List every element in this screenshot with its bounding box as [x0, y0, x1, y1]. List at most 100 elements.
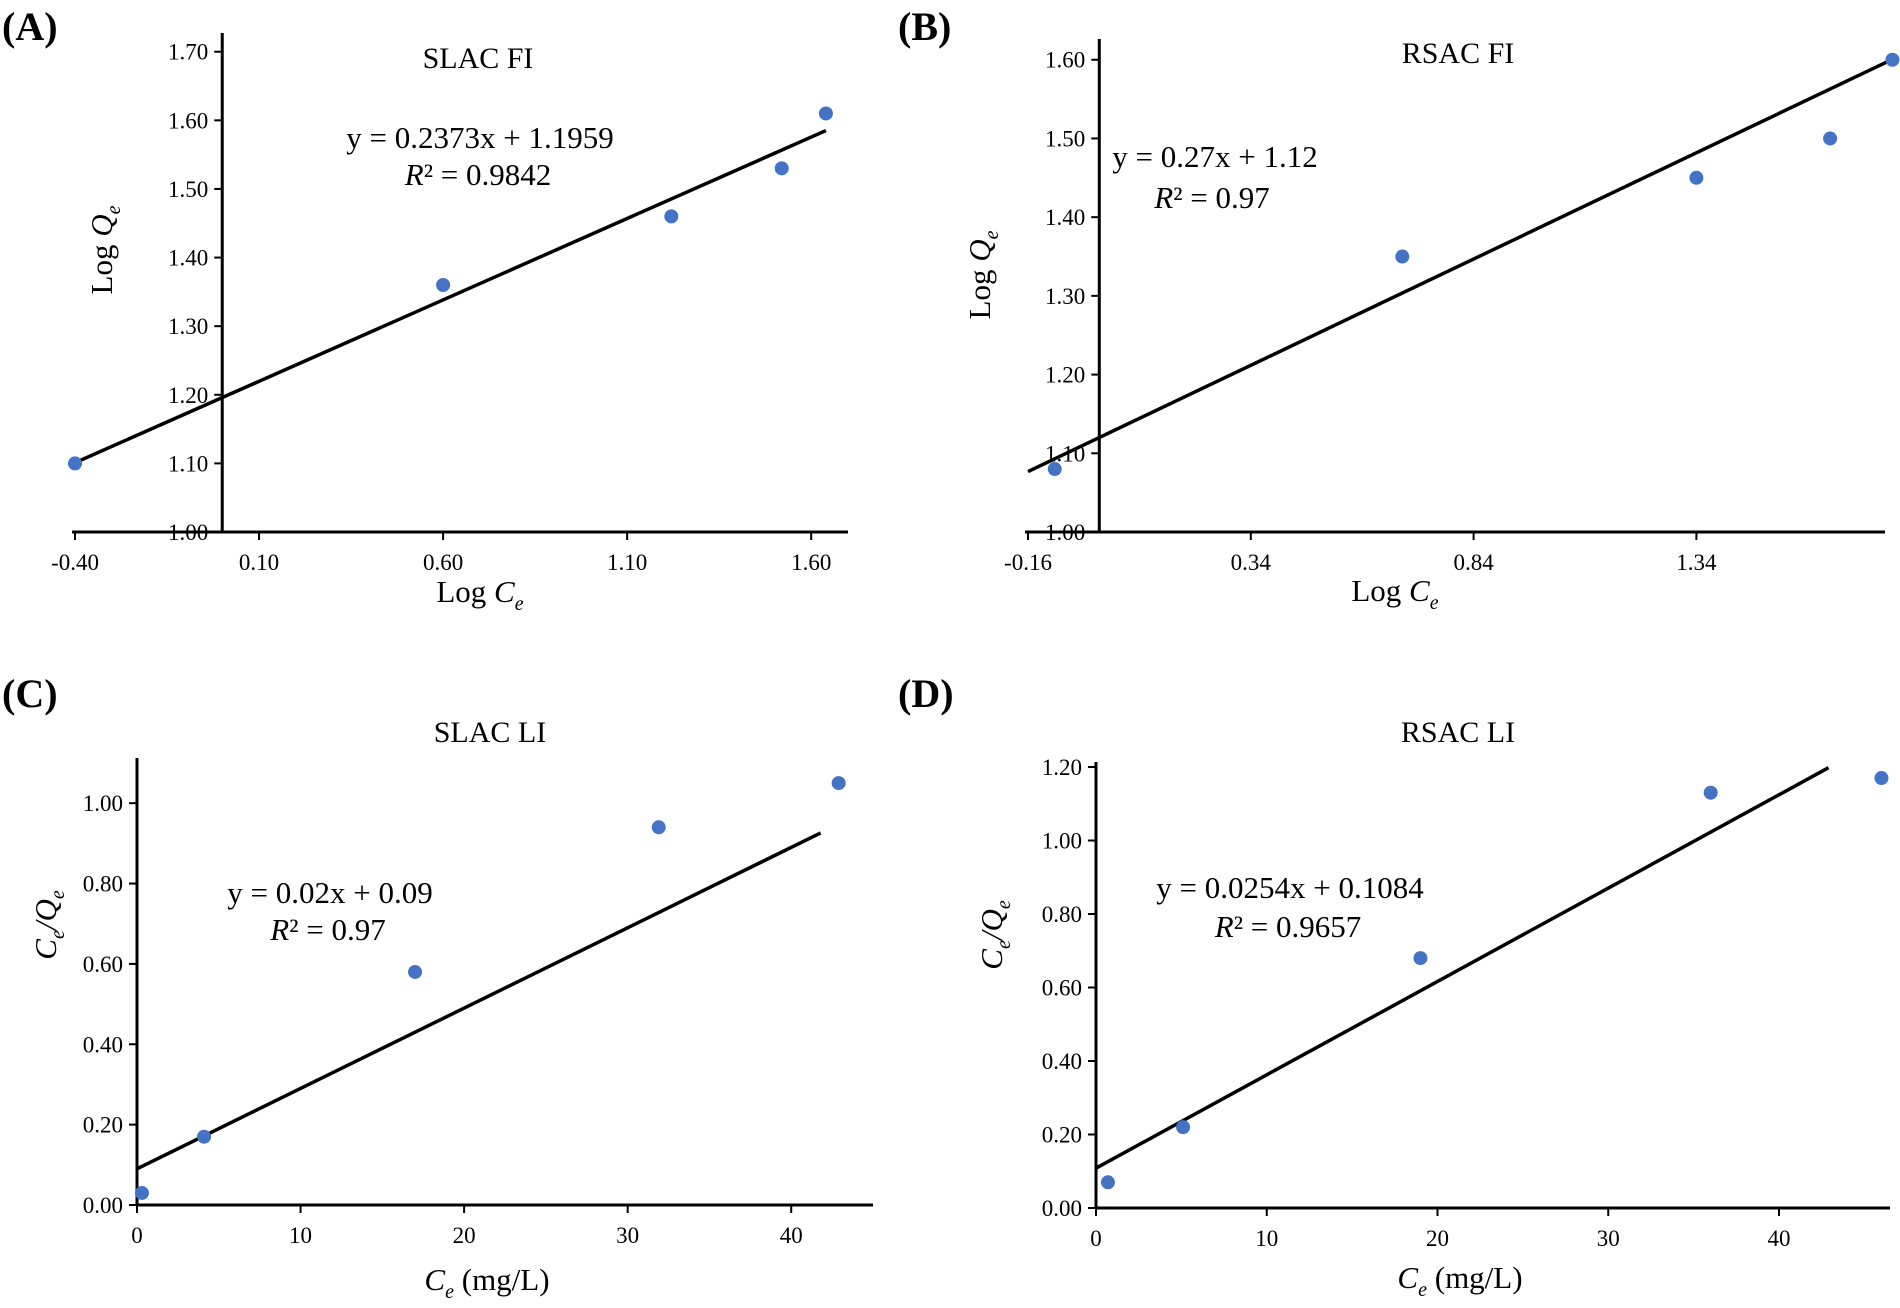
y-tick-label: 1.50: [1045, 126, 1085, 151]
y-tick-label: 0.40: [1042, 1049, 1082, 1074]
y-tick-label: 1.10: [168, 451, 208, 476]
data-point: [134, 1185, 149, 1200]
x-axis-label: Ce (mg/L): [424, 1262, 549, 1303]
x-tick-label: 40: [1768, 1226, 1791, 1251]
x-tick-label: 0.34: [1231, 550, 1272, 575]
panel-d: (D) RSAC LI 0 10 20 30 40 0.00 0.20 0.40 0.60 0.8…: [898, 671, 1890, 1301]
data-point: [1176, 1120, 1191, 1135]
data-point: [1047, 462, 1062, 477]
data-points: [1100, 771, 1889, 1190]
fit-equation: y = 0.0254x + 0.1084: [1156, 870, 1424, 905]
x-tick-label: 20: [1426, 1226, 1449, 1251]
data-point: [1703, 785, 1718, 800]
fit-line: [1095, 766, 1830, 1170]
axes: 0 10 20 30 40 0.00 0.20 0.40 0.60 0.80 1.00 1.20: [1042, 755, 1890, 1251]
y-axis-label: Log Qe: [84, 205, 125, 294]
data-point: [774, 161, 789, 176]
y-axis-label: Ce/Qe: [28, 890, 69, 960]
x-tick-label: -0.40: [51, 550, 99, 575]
fit-line: [74, 128, 827, 465]
y-tick-label: 1.20: [1045, 363, 1085, 388]
y-tick-label: 1.30: [168, 314, 208, 339]
data-point: [1395, 249, 1410, 264]
data-point: [818, 106, 833, 121]
data-point: [436, 278, 451, 292]
x-tick-label: 20: [453, 1223, 476, 1248]
x-tick-label: 0.84: [1453, 550, 1494, 575]
x-tick-label: 0.60: [423, 550, 463, 575]
panel-b: (B) RSAC FI -0.160.340.841.341.001.101.2…: [898, 4, 1900, 614]
x-axis-label: Log Ce: [1351, 573, 1438, 614]
x-tick-label: 0: [131, 1223, 143, 1248]
panel-label: (B): [898, 4, 951, 49]
x-tick-label: 0.10: [239, 550, 279, 575]
chart-title: RSAC FI: [1402, 37, 1515, 70]
y-tick-label: 1.00: [1042, 829, 1082, 854]
r-squared: R² = 0.97: [269, 912, 385, 947]
y-tick-label: 1.40: [168, 246, 208, 271]
r-squared: R² = 0.9842: [404, 157, 551, 192]
y-tick-label: 1.70: [168, 40, 208, 65]
x-tick-label: 30: [616, 1223, 639, 1248]
data-point: [197, 1129, 212, 1144]
y-tick-label: 0.20: [1042, 1123, 1082, 1148]
data-point: [1885, 52, 1900, 67]
panel-label: (D): [898, 671, 954, 716]
panel-label: (A): [2, 4, 58, 49]
x-tick-label: 40: [780, 1223, 803, 1248]
y-tick-label: 1.20: [1042, 755, 1082, 780]
data-point: [651, 820, 666, 835]
data-points: [134, 776, 846, 1200]
panel-a: (A) SLAC FI -0.40 0.10 0.60 1.10 1.60 1.00 1.1…: [2, 4, 848, 615]
fit-equation: y = 0.2373x + 1.1959: [346, 120, 613, 155]
data-point: [1413, 951, 1428, 966]
y-tick-label: 1.00: [168, 520, 208, 545]
x-tick-label: -0.16: [1004, 550, 1052, 575]
x-axis-label: Ce (mg/L): [1397, 1260, 1522, 1301]
fit-equation: y = 0.27x + 1.12: [1112, 139, 1317, 174]
data-point: [831, 776, 846, 791]
y-tick-label: 1.60: [168, 108, 208, 133]
data-points: [1047, 52, 1900, 477]
y-tick-label: 1.20: [168, 383, 208, 408]
y-tick-label: 1.40: [1045, 205, 1085, 230]
data-point: [68, 456, 82, 471]
fit-line: [1027, 59, 1889, 474]
r-squared: R² = 0.9657: [1214, 909, 1361, 944]
chart-title: RSAC LI: [1401, 716, 1515, 749]
data-point: [1100, 1175, 1115, 1190]
y-axis-label: Ce/Qe: [974, 900, 1015, 970]
data-point: [1689, 170, 1704, 185]
axes: -0.160.340.841.341.001.101.201.301.401.5…: [1004, 39, 1885, 575]
axes: 0 10 20 30 40 0.00 0.20 0.40 0.60 0.80 1.00: [83, 758, 873, 1248]
r-squared: R² = 0.97: [1153, 180, 1269, 215]
y-tick-label: 0.00: [1042, 1196, 1082, 1221]
x-tick-label: 1.34: [1676, 550, 1717, 575]
panel-c: (C) SLAC LI 0 10 20 30 40 0.00 0.20 0.40 0.60 0.8…: [2, 671, 873, 1303]
y-tick-label: 1.60: [1045, 48, 1085, 73]
x-axis-label: Log Ce: [436, 574, 523, 615]
y-tick-label: 0.60: [83, 952, 123, 977]
y-tick-label: 0.80: [83, 872, 123, 897]
fit-line-group: [1027, 59, 1889, 474]
x-tick-label: 1.60: [791, 550, 831, 575]
y-tick-label: 0.80: [1042, 902, 1082, 927]
y-tick-label: 1.50: [168, 177, 208, 202]
x-tick-label: 30: [1597, 1226, 1620, 1251]
x-tick-label: 10: [1255, 1226, 1278, 1251]
data-points: [68, 106, 833, 471]
fit-equation: y = 0.02x + 0.09: [227, 875, 432, 910]
y-tick-label: 1.00: [83, 791, 123, 816]
y-tick-label: 0.00: [83, 1193, 123, 1218]
chart-title: SLAC FI: [423, 42, 534, 75]
chart-title: SLAC LI: [434, 716, 547, 749]
y-tick-label: 0.60: [1042, 976, 1082, 1001]
x-tick-label: 0: [1090, 1226, 1102, 1251]
fit-line-group: [1095, 766, 1830, 1170]
fit-line-group: [136, 831, 822, 1171]
data-point: [1823, 131, 1838, 146]
x-tick-label: 1.10: [607, 550, 647, 575]
y-tick-label: 0.40: [83, 1032, 123, 1057]
